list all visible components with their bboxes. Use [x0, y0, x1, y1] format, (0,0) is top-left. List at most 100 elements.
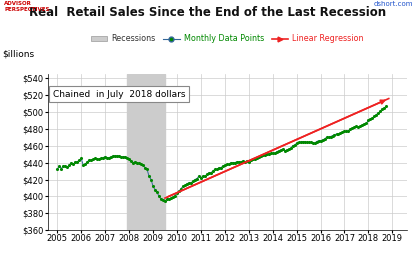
Point: [178, 187, 184, 191]
Point: [264, 152, 270, 156]
Point: [222, 163, 228, 167]
Point: [212, 167, 218, 171]
Text: dshort.com: dshort.com: [374, 1, 413, 7]
Point: [283, 148, 290, 152]
Point: [273, 150, 280, 154]
Point: [190, 179, 196, 183]
Point: [239, 159, 246, 163]
Point: [60, 164, 66, 168]
Text: Chained  in July  2018 dollars: Chained in July 2018 dollars: [53, 90, 186, 99]
Point: [148, 177, 154, 181]
Point: [162, 199, 168, 204]
Point: [279, 147, 286, 151]
Point: [251, 157, 258, 161]
Point: [235, 160, 242, 164]
Point: [108, 155, 115, 159]
Point: [92, 156, 98, 160]
Point: [381, 106, 388, 110]
Point: [359, 123, 366, 127]
Point: [72, 160, 78, 164]
Point: [104, 155, 110, 160]
Point: [261, 153, 268, 157]
Text: ADVISOR
PERSPECTIVES: ADVISOR PERSPECTIVES: [4, 1, 50, 12]
Point: [319, 138, 326, 142]
Point: [317, 139, 324, 143]
Point: [363, 121, 370, 125]
Point: [259, 153, 266, 157]
Point: [146, 174, 152, 178]
Point: [357, 124, 364, 128]
Point: [234, 160, 240, 164]
Point: [195, 174, 202, 178]
Point: [225, 162, 232, 166]
Point: [203, 172, 210, 177]
Point: [210, 169, 216, 173]
Point: [335, 132, 342, 136]
Point: [112, 154, 118, 158]
Point: [173, 191, 180, 195]
Point: [343, 129, 350, 134]
Point: [237, 160, 244, 164]
Point: [84, 160, 90, 164]
Point: [186, 181, 192, 185]
Point: [124, 155, 130, 160]
Point: [58, 166, 65, 171]
Point: [355, 125, 362, 129]
Point: [214, 167, 220, 171]
Point: [128, 159, 134, 163]
Point: [82, 162, 88, 166]
Point: [321, 137, 328, 141]
Point: [227, 161, 234, 165]
Bar: [127, 74, 165, 230]
Point: [315, 139, 322, 143]
Point: [242, 160, 248, 164]
Point: [70, 162, 77, 166]
Point: [78, 156, 85, 160]
Point: [249, 157, 256, 161]
Point: [369, 116, 376, 120]
Point: [373, 113, 380, 117]
Point: [74, 160, 81, 164]
Point: [383, 104, 390, 108]
Point: [217, 166, 224, 170]
Point: [76, 158, 83, 162]
Point: [339, 130, 346, 134]
Point: [254, 155, 260, 160]
Point: [114, 154, 120, 158]
Point: [122, 155, 128, 159]
Point: [80, 163, 87, 167]
Point: [150, 184, 156, 188]
Point: [156, 194, 162, 198]
Point: [353, 124, 360, 128]
Point: [349, 126, 356, 130]
Point: [152, 187, 159, 192]
Point: [281, 149, 288, 153]
Point: [286, 147, 292, 151]
Point: [271, 151, 278, 155]
Point: [377, 109, 384, 113]
Point: [229, 161, 236, 165]
Point: [118, 155, 124, 159]
Point: [158, 197, 164, 201]
Point: [96, 157, 103, 161]
Point: [56, 164, 63, 168]
Point: [265, 152, 272, 156]
Point: [267, 151, 274, 155]
Point: [120, 155, 127, 159]
Point: [301, 139, 308, 144]
Point: [287, 146, 294, 150]
Point: [54, 167, 61, 171]
Point: [168, 196, 174, 200]
Point: [116, 154, 122, 158]
Point: [337, 131, 344, 135]
Point: [371, 114, 378, 118]
Point: [224, 162, 230, 166]
Point: [289, 144, 296, 148]
Point: [110, 154, 117, 158]
Point: [361, 122, 368, 126]
Point: [200, 174, 206, 178]
Point: [333, 132, 340, 136]
Point: [134, 161, 140, 165]
Point: [66, 163, 73, 167]
Point: [88, 158, 95, 162]
